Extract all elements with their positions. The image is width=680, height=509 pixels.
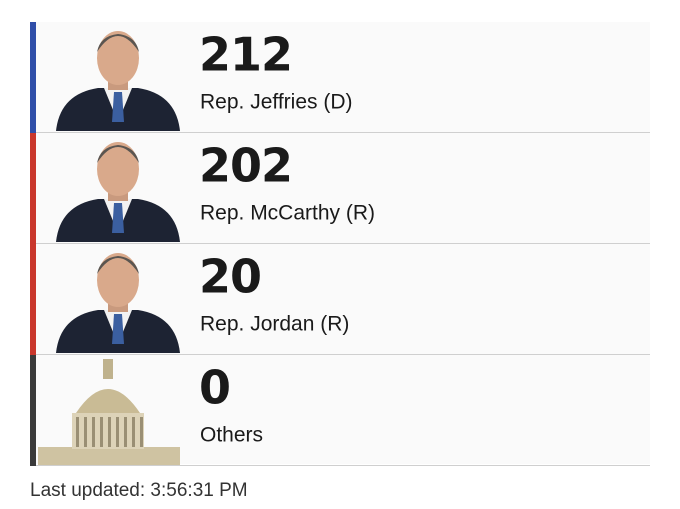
- capitol-column: [140, 417, 143, 447]
- party-bar: [30, 133, 36, 244]
- candidate-name: Rep. Jeffries (D): [200, 91, 353, 114]
- candidate-name: Rep. McCarthy (R): [200, 202, 375, 225]
- party-bar: [30, 244, 36, 355]
- capitol-lantern: [103, 359, 113, 379]
- hair: [97, 145, 139, 163]
- hair: [97, 34, 139, 52]
- face: [97, 142, 139, 196]
- capitol-column: [108, 417, 111, 447]
- party-bar: [30, 22, 36, 133]
- candidate-row: 202 Rep. McCarthy (R): [30, 133, 650, 244]
- last-updated: Last updated: 3:56:31 PM: [30, 480, 248, 501]
- capitol-column: [116, 417, 119, 447]
- candidate-row: 212 Rep. Jeffries (D): [30, 22, 650, 133]
- vote-count: 0: [199, 361, 230, 415]
- vote-count: 202: [199, 139, 292, 193]
- capitol-base: [38, 447, 180, 465]
- tie: [112, 314, 124, 344]
- capitol-column: [76, 417, 79, 447]
- vote-count: 212: [199, 28, 292, 82]
- capitol-column: [92, 417, 95, 447]
- capitol-dome: [76, 389, 140, 413]
- capitol-column: [124, 417, 127, 447]
- vote-count: 20: [199, 250, 261, 304]
- candidate-row: 0 Others: [30, 355, 650, 466]
- capitol-column: [84, 417, 87, 447]
- tie: [112, 203, 124, 233]
- face: [97, 253, 139, 307]
- candidate-row: 20 Rep. Jordan (R): [30, 244, 650, 355]
- candidate-name: Rep. Jordan (R): [200, 313, 349, 336]
- candidate-name: Others: [200, 424, 263, 447]
- hair: [97, 256, 139, 274]
- capitol-column: [100, 417, 103, 447]
- tie: [112, 92, 124, 122]
- capitol-column: [132, 417, 135, 447]
- party-bar: [30, 355, 36, 466]
- face: [97, 31, 139, 85]
